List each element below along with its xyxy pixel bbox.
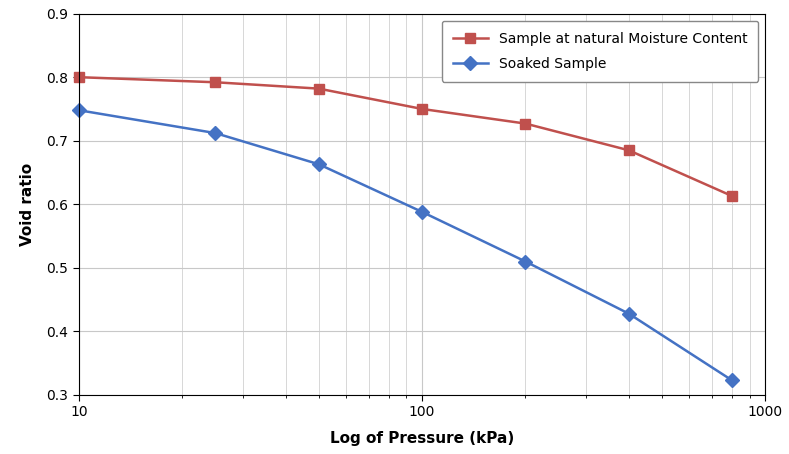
Sample at natural Moisture Content	[521, 121, 530, 126]
Soaked Sample	[727, 378, 737, 383]
Soaked Sample	[624, 311, 634, 316]
Sample at natural Moisture Content	[211, 79, 220, 85]
Sample at natural Moisture Content	[417, 106, 427, 112]
Soaked Sample	[74, 108, 84, 113]
Sample at natural Moisture Content	[74, 74, 84, 80]
X-axis label: Log of Pressure (kPa): Log of Pressure (kPa)	[330, 430, 514, 445]
Sample at natural Moisture Content	[624, 148, 634, 153]
Line: Sample at natural Moisture Content: Sample at natural Moisture Content	[74, 72, 737, 201]
Soaked Sample	[417, 209, 427, 215]
Sample at natural Moisture Content	[314, 86, 323, 91]
Soaked Sample	[211, 130, 220, 136]
Sample at natural Moisture Content	[727, 193, 737, 199]
Legend: Sample at natural Moisture Content, Soaked Sample: Sample at natural Moisture Content, Soak…	[442, 20, 758, 82]
Y-axis label: Void ratio: Void ratio	[21, 163, 36, 246]
Soaked Sample	[314, 162, 323, 167]
Line: Soaked Sample: Soaked Sample	[74, 105, 737, 385]
Soaked Sample	[521, 259, 530, 264]
